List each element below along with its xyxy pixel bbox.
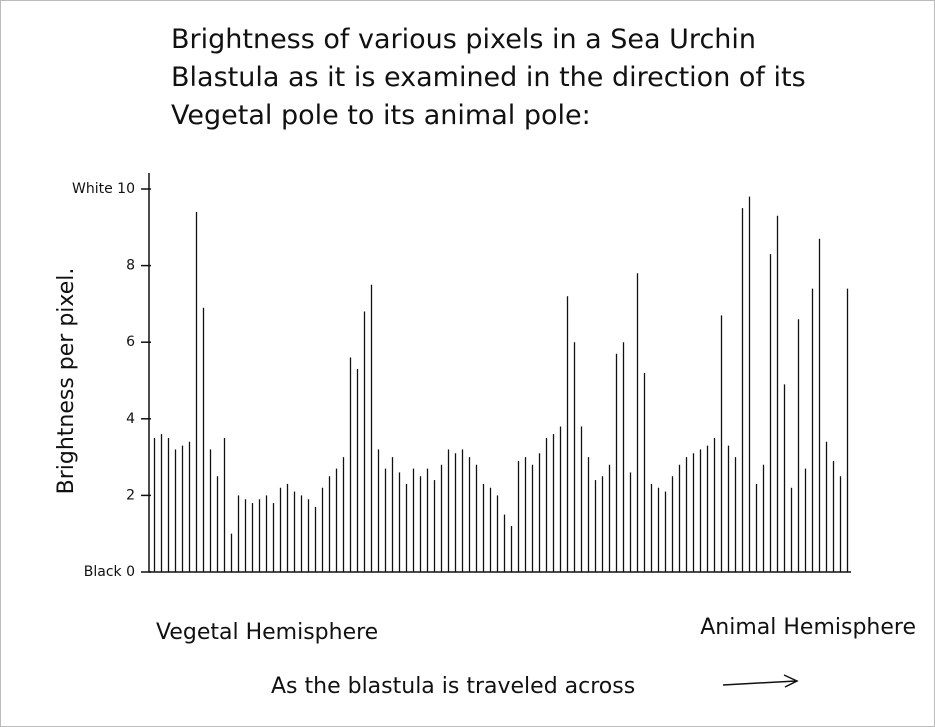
- chart-title: Brightness of various pixels in a Sea Ur…: [171, 24, 806, 131]
- annotation: Vegetal Hemisphere: [156, 620, 378, 645]
- y-tick-label: 4: [126, 411, 135, 427]
- y-tick-label: White 10: [72, 181, 135, 197]
- arrow: [722, 674, 799, 688]
- y-tick-label: 2: [126, 487, 135, 503]
- y-axis-label: Brightness per pixel.: [54, 268, 79, 495]
- x-axis-label: As the blastula is traveled across: [271, 674, 635, 699]
- y-tick-label: Black 0: [84, 564, 135, 580]
- annotation: Animal Hemisphere: [700, 615, 916, 640]
- y-tick-label: 6: [126, 334, 135, 350]
- y-tick-label: 8: [126, 258, 135, 274]
